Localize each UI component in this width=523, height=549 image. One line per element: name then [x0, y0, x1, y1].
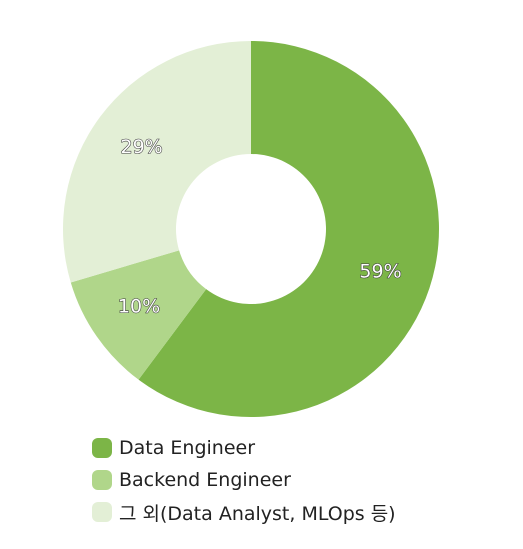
- donut-slice-0: [138, 41, 439, 417]
- slice-value-label-1: 10%: [118, 296, 160, 318]
- legend-swatch: [92, 470, 112, 490]
- donut-slices: [62, 41, 439, 417]
- legend-item-data-engineer: Data Engineer: [92, 432, 396, 464]
- legend-swatch: [92, 502, 112, 522]
- slice-labels: 59% 10% 29%: [117, 135, 402, 318]
- legend-label: Data Engineer: [119, 437, 256, 459]
- legend-item-backend-engineer: Backend Engineer: [92, 464, 396, 496]
- slice-value-label-2: 29%: [120, 136, 162, 158]
- legend-swatch: [92, 438, 112, 458]
- chart-legend: Data Engineer Backend Engineer 그 외(Data …: [92, 432, 396, 528]
- donut-slice-2: [62, 41, 251, 283]
- donut-slice-1: [70, 250, 207, 380]
- legend-label: 그 외(Data Analyst, MLOps 등): [119, 502, 396, 525]
- legend-item-others: 그 외(Data Analyst, MLOps 등): [92, 496, 396, 528]
- legend-label: Backend Engineer: [119, 469, 291, 491]
- slice-value-label-0: 59%: [359, 261, 401, 283]
